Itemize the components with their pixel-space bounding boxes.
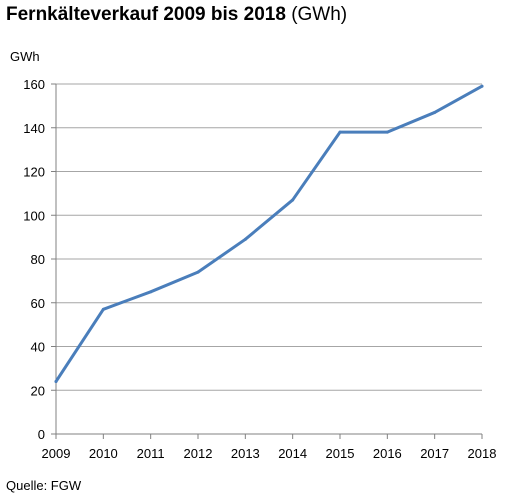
y-tick-label: 40 (31, 340, 45, 355)
x-tick-label: 2010 (89, 446, 118, 461)
data-point (338, 130, 342, 134)
x-tick-label: 2018 (468, 446, 497, 461)
data-point (291, 198, 295, 202)
data-point (385, 130, 389, 134)
y-tick-label: 140 (23, 121, 45, 136)
chart-title-unit: (GWh) (291, 4, 348, 25)
x-tick-label: 2011 (137, 446, 165, 461)
source-note: Quelle: FGW (6, 478, 82, 493)
data-point (196, 270, 200, 274)
y-tick-label: 60 (31, 296, 45, 311)
data-point (149, 290, 153, 294)
x-tick-label: 2017 (420, 446, 449, 461)
x-tick-label: 2015 (326, 446, 355, 461)
y-axis-label: GWh (10, 49, 40, 64)
data-point (54, 380, 58, 383)
data-point (243, 237, 247, 241)
y-tick-label: 20 (31, 383, 45, 398)
y-tick-label: 120 (23, 165, 45, 180)
chart-title: Fernkälteverkauf 2009 bis 2018 (GWh) (6, 4, 347, 26)
x-tick-label: 2013 (231, 446, 260, 461)
x-tick-label: 2014 (278, 446, 307, 461)
y-tick-label: 100 (23, 208, 45, 223)
series-line (54, 84, 484, 383)
y-tick-label: 160 (23, 77, 45, 92)
data-point (433, 110, 437, 114)
data-point (101, 307, 105, 311)
chart-title-main: Fernkälteverkauf 2009 bis 2018 (6, 4, 286, 25)
x-tick-label: 2016 (373, 446, 402, 461)
x-tick-label: 2012 (184, 446, 213, 461)
data-point (480, 84, 484, 88)
y-tick-label: 0 (38, 427, 45, 442)
x-tick-label: 2009 (42, 446, 71, 461)
y-tick-label: 80 (31, 252, 45, 267)
